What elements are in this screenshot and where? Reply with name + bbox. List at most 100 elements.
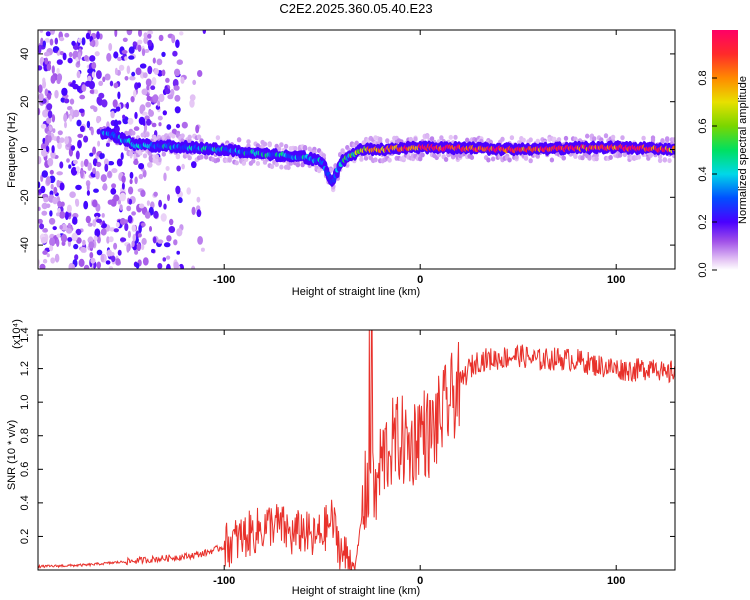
spectrogram-cell [312,149,317,155]
spectrogram-cell [108,43,113,51]
spectrogram-cell [174,68,181,77]
spectrogram-cell [175,123,181,129]
spectrogram-cell [87,68,92,74]
spectrogram-cell [83,200,89,210]
spectrogram-cell [162,110,167,116]
spectrogram-heatmap [38,30,675,269]
spectrogram-cell [173,261,179,269]
spectrogram-cell [50,150,56,159]
spectrogram-cell [255,161,261,166]
spectrogram-cell [173,85,180,91]
spectrogram-cell [88,241,95,249]
spectrogram-cell [594,156,599,162]
spectrogram-cell [321,153,326,159]
spectrogram-cell [227,157,232,163]
spectrogram-cell [96,249,103,256]
spectrogram-cell [62,52,67,61]
spectrogram-cell [46,93,52,100]
y-tick-label: 40 [19,48,31,60]
spectrogram-cell [100,174,107,183]
spectrogram-cell [102,76,106,83]
spectrogram-cell [126,205,132,212]
snr-y-ticks: 0.2 0.4 0.6 0.8 1.0 1.2 1.4 [19,327,675,544]
spectrogram-cell [113,119,119,128]
spectrogram-cell [57,130,63,136]
spectrogram-cell [146,200,150,206]
spectrogram-y-axis-label: Frequency (Hz) [6,112,18,188]
spectrogram-cell [665,136,670,142]
spectrogram-cell [420,152,425,158]
spectrogram-cell [97,140,101,147]
spectrogram-cell [241,160,246,166]
spectrogram-cell [490,156,496,162]
spectrogram-cell [535,138,540,144]
spectrogram-cell [40,236,48,244]
spectrogram-cell [98,80,104,86]
spectrogram-cell [163,203,167,210]
colorbar: 0.0 0.2 0.4 0.6 0.8 Normalized spectral ampl… [697,30,749,278]
spectrogram-cell [195,124,200,134]
spectrogram-cell [262,141,268,147]
spectrogram-cell [469,155,475,160]
spectrogram-cell [286,165,291,171]
spectrogram-cell [650,137,656,143]
spectrogram-cell [77,37,82,43]
spectrogram-cell [147,39,153,47]
spectrogram-cell [156,58,163,66]
spectrogram-cell [657,154,663,160]
spectrogram-cell [113,194,120,202]
y-tick-label: -20 [19,189,31,205]
spectrogram-cell [75,150,80,160]
spectrogram-cell [293,146,298,151]
spectrogram-cell [52,226,57,231]
spectrogram-cell [78,258,85,267]
spectrogram-cell [76,85,81,93]
spectrogram-cell [176,250,180,255]
spectrogram-cell [128,198,133,205]
spectrogram-cell [137,82,142,88]
spectrogram-cell [46,103,53,111]
spectrogram-cell [199,138,204,144]
spectrogram-cell [56,233,61,238]
spectrogram-cell [153,191,158,197]
spectrogram-cell [523,155,529,161]
spectrogram-cell [92,199,98,208]
spectrogram-cell [59,182,65,191]
y-tick-label: 1.0 [19,395,31,410]
spectrogram-cell [66,204,72,213]
spectrogram-cell [151,248,155,254]
spectrogram-cell [77,133,84,138]
spectrogram-cell [234,160,239,166]
spectrogram-cell [42,258,48,264]
spectrogram-cell [128,151,134,157]
spectrogram-cell [92,146,97,155]
spectrogram-cell [120,237,127,242]
spectrogram-cell [131,130,136,136]
spectrogram-cell [152,57,156,64]
spectrogram-cell [143,36,149,44]
snr-y-scale-label: (x10⁴) [11,319,23,349]
spectrogram-cell [45,31,51,37]
spectrogram-cell [43,197,49,203]
spectrogram-cell [147,30,154,35]
spectrogram-cell [528,137,533,143]
spectrogram-cell [140,189,146,197]
spectrogram-cell [157,263,163,269]
spectrogram-cell [648,153,653,158]
spectrogram-cell [162,257,167,262]
colorbar-ticks: 0.0 0.2 0.4 0.6 0.8 [697,70,717,278]
spectrogram-cell [172,50,178,57]
spectrogram-cell [67,237,73,242]
spectrogram-cell [535,153,540,159]
spectrogram-cell [101,99,108,108]
spectrogram-cell [42,109,49,118]
spectrogram-cell [71,264,76,269]
spectrogram-cell [552,136,557,142]
spectrogram-cell [117,56,122,62]
y-tick-label: 1.4 [19,327,31,342]
spectrogram-cell [94,51,100,57]
spectrogram-cell [151,122,157,128]
spectrogram-cell [87,162,91,171]
spectrogram-cell [500,136,505,142]
spectrogram-cell [141,88,148,96]
